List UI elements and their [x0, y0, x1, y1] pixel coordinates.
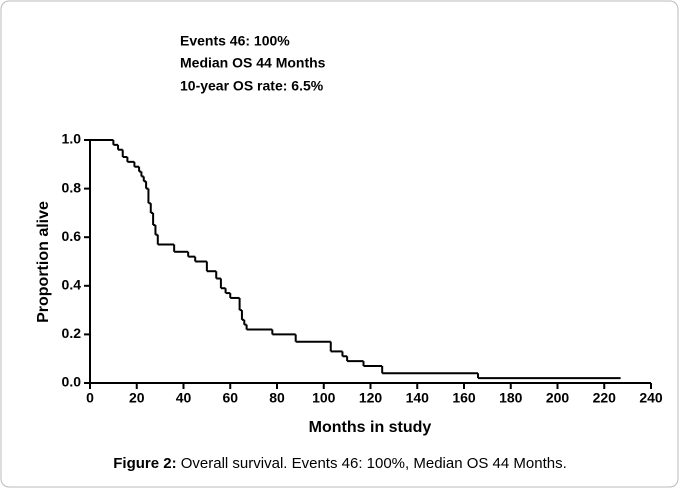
x-tick-label: 200 — [546, 390, 570, 406]
x-tick-label: 20 — [129, 390, 145, 406]
annotation: Events 46: 100% — [180, 33, 290, 49]
caption: Figure 2: Overall survival. Events 46: 1… — [113, 455, 567, 472]
y-tick-label: 0.6 — [62, 228, 82, 244]
x-tick-label: 80 — [269, 390, 285, 406]
annotation: Median OS 44 Months — [180, 55, 326, 71]
x-tick-label: 140 — [406, 390, 430, 406]
y-tick-label: 1.0 — [62, 131, 82, 147]
x-tick-label: 120 — [359, 390, 383, 406]
y-tick-label: 0.2 — [62, 325, 82, 341]
caption-label: Figure 2: — [113, 455, 176, 472]
y-tick-label: 0.0 — [62, 374, 82, 390]
x-tick-label: 220 — [593, 390, 617, 406]
x-tick-label: 160 — [452, 390, 476, 406]
x-tick-label: 180 — [499, 390, 523, 406]
x-tick-label: 40 — [176, 390, 192, 406]
x-tick-label: 60 — [222, 390, 238, 406]
x-tick-label: 240 — [639, 390, 663, 406]
y-tick-label: 0.8 — [62, 179, 82, 195]
x-tick-label: 0 — [86, 390, 94, 406]
annotation: 10-year OS rate: 6.5% — [180, 78, 324, 94]
caption-text: Overall survival. Events 46: 100%, Media… — [181, 455, 567, 472]
x-axis-label: Months in study — [309, 419, 432, 436]
y-tick-label: 0.4 — [62, 277, 82, 293]
y-axis-label: Proportion alive — [35, 201, 52, 323]
x-tick-label: 100 — [312, 390, 336, 406]
